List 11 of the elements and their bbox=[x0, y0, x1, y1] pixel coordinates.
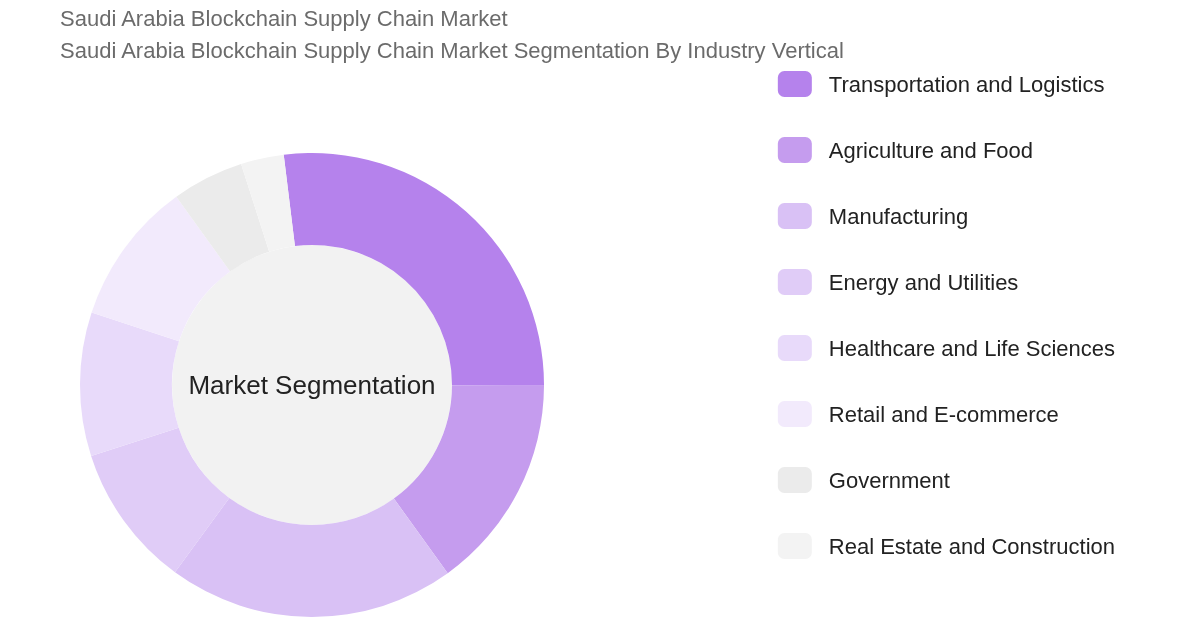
chart-subtitle: Saudi Arabia Blockchain Supply Chain Market Segmentation By Industry Vertical bbox=[60, 37, 844, 63]
chart-title: Saudi Arabia Blockchain Supply Chain Market bbox=[60, 5, 508, 31]
legend-label: Real Estate and Construction bbox=[828, 533, 1115, 559]
legend-label: Government bbox=[828, 467, 950, 493]
legend-label: Agriculture and Food bbox=[828, 137, 1034, 163]
legend-label: Healthcare and Life Sciences bbox=[828, 335, 1115, 361]
text: Market Segmentation bbox=[188, 370, 436, 400]
legend-label: Transportation and Logistics bbox=[828, 71, 1105, 97]
legend-label: Energy and Utilities bbox=[828, 269, 1019, 295]
legend-label: Manufacturing bbox=[828, 203, 969, 229]
legend-label: Retail and E-commerce bbox=[828, 401, 1059, 427]
